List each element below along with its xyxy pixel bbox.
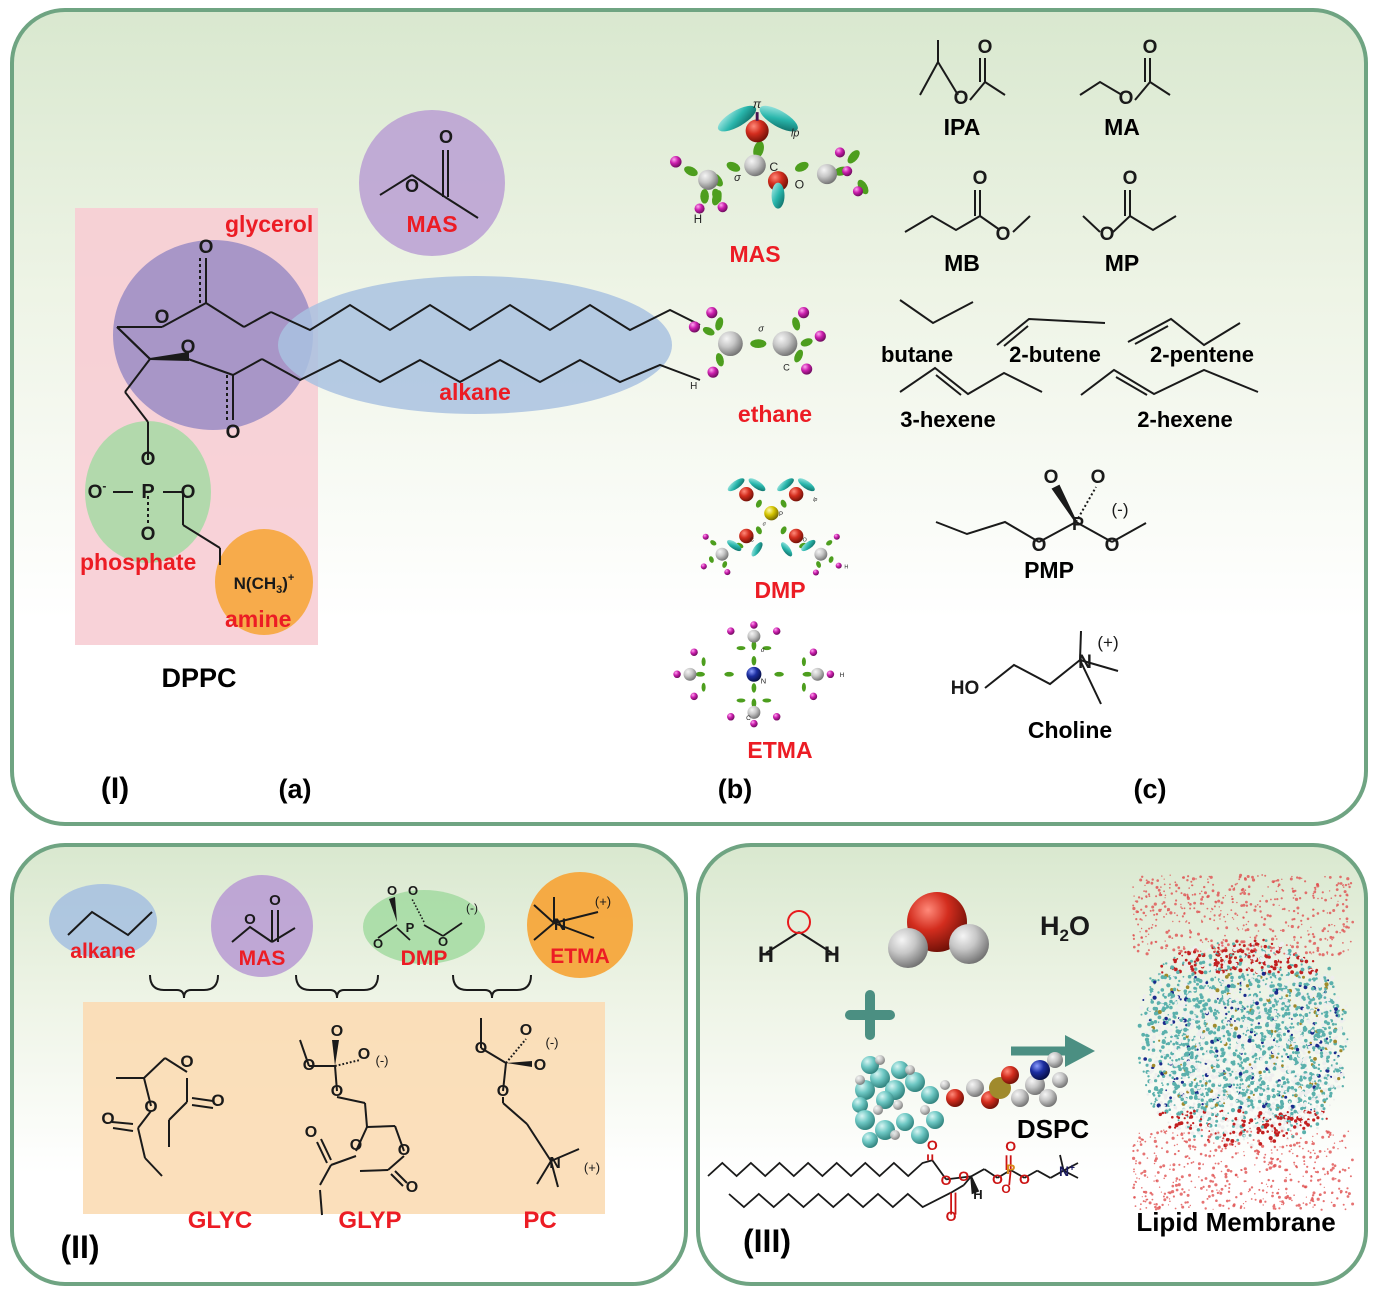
svg-text:O: O <box>927 1137 938 1153</box>
svg-text:O: O <box>941 1172 952 1188</box>
svg-text:O: O <box>1019 1171 1030 1187</box>
svg-text:Lipid Membrane: Lipid Membrane <box>1136 1207 1335 1237</box>
svg-text:O: O <box>1001 1182 1010 1196</box>
svg-text:(III): (III) <box>743 1223 791 1259</box>
svg-text:N+: N+ <box>1059 1163 1075 1179</box>
svg-text:O: O <box>946 1208 957 1224</box>
svg-text:H: H <box>973 1187 982 1202</box>
svg-text:O: O <box>958 1168 969 1184</box>
svg-text:O: O <box>1005 1138 1016 1154</box>
svg-text:H: H <box>824 942 840 967</box>
svg-text:P: P <box>1006 1161 1015 1177</box>
svg-text:DSPC: DSPC <box>1017 1114 1089 1144</box>
svg-text:H2O: H2O <box>1040 911 1090 945</box>
svg-text:H: H <box>758 942 774 967</box>
